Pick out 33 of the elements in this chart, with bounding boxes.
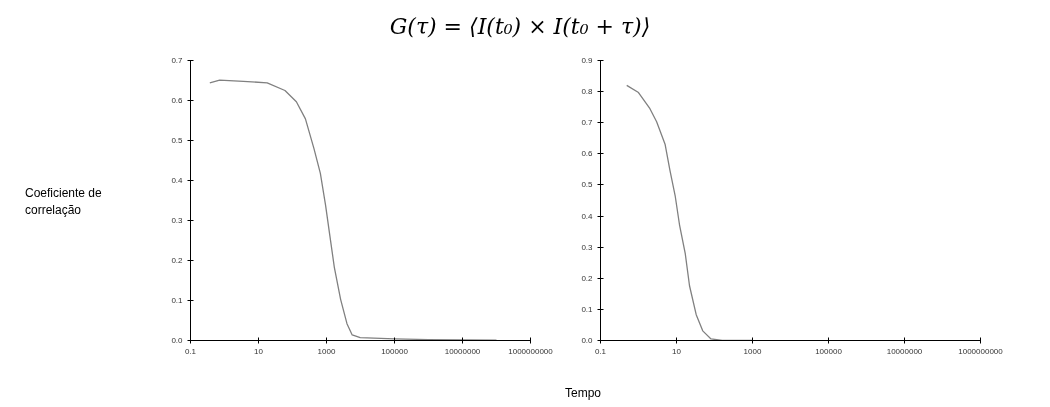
y-tick-label: 0.4 (581, 211, 594, 221)
y-tick-label: 0.7 (171, 56, 184, 65)
x-tick-label: 100000 (815, 346, 843, 356)
y-tick-label: 0.1 (581, 304, 594, 314)
x-tick-label: 10000000 (444, 346, 481, 356)
y-tick-label: 0.0 (581, 336, 594, 345)
x-tick-label: 0.1 (594, 346, 607, 356)
y-tick-label: 0.4 (171, 176, 184, 185)
y-tick-label: 0.3 (171, 216, 184, 225)
x-tick-label: 10 (254, 346, 264, 356)
y-tick-label: 0.5 (171, 136, 184, 145)
x-axis-title: Tempo (565, 385, 602, 402)
x-tick-label: 1000000000 (958, 346, 1004, 356)
y-tick-label: 0.2 (581, 273, 594, 283)
chart-title: G(τ) = ⟨I(t₀) × I(t₀ + τ)⟩ (389, 13, 651, 41)
y-tick-label: 0.9 (581, 56, 594, 65)
y-tick-label: 0.8 (581, 87, 594, 97)
y-tick-label: 0.6 (581, 149, 594, 159)
y-axis-title: Coeficiente de correlação (25, 185, 103, 220)
x-tick-label: 10000000 (886, 346, 923, 356)
x-tick-label: 1000 (743, 346, 762, 356)
y-tick-label: 0.1 (171, 296, 184, 305)
x-tick-label: 0.1 (184, 346, 197, 356)
x-tick-label: 1000000000 (508, 346, 554, 356)
y-tick-label: 0.3 (581, 242, 594, 252)
y-tick-label: 0.5 (581, 180, 594, 190)
y-tick-label: 0.2 (171, 256, 184, 265)
y-tick-label: 0.0 (171, 336, 184, 345)
y-tick-label: 0.6 (171, 96, 184, 105)
x-tick-label: 100000 (381, 346, 409, 356)
x-tick-label: 1000 (317, 346, 336, 356)
x-tick-label: 10 (672, 346, 682, 356)
y-tick-label: 0.7 (581, 118, 594, 128)
